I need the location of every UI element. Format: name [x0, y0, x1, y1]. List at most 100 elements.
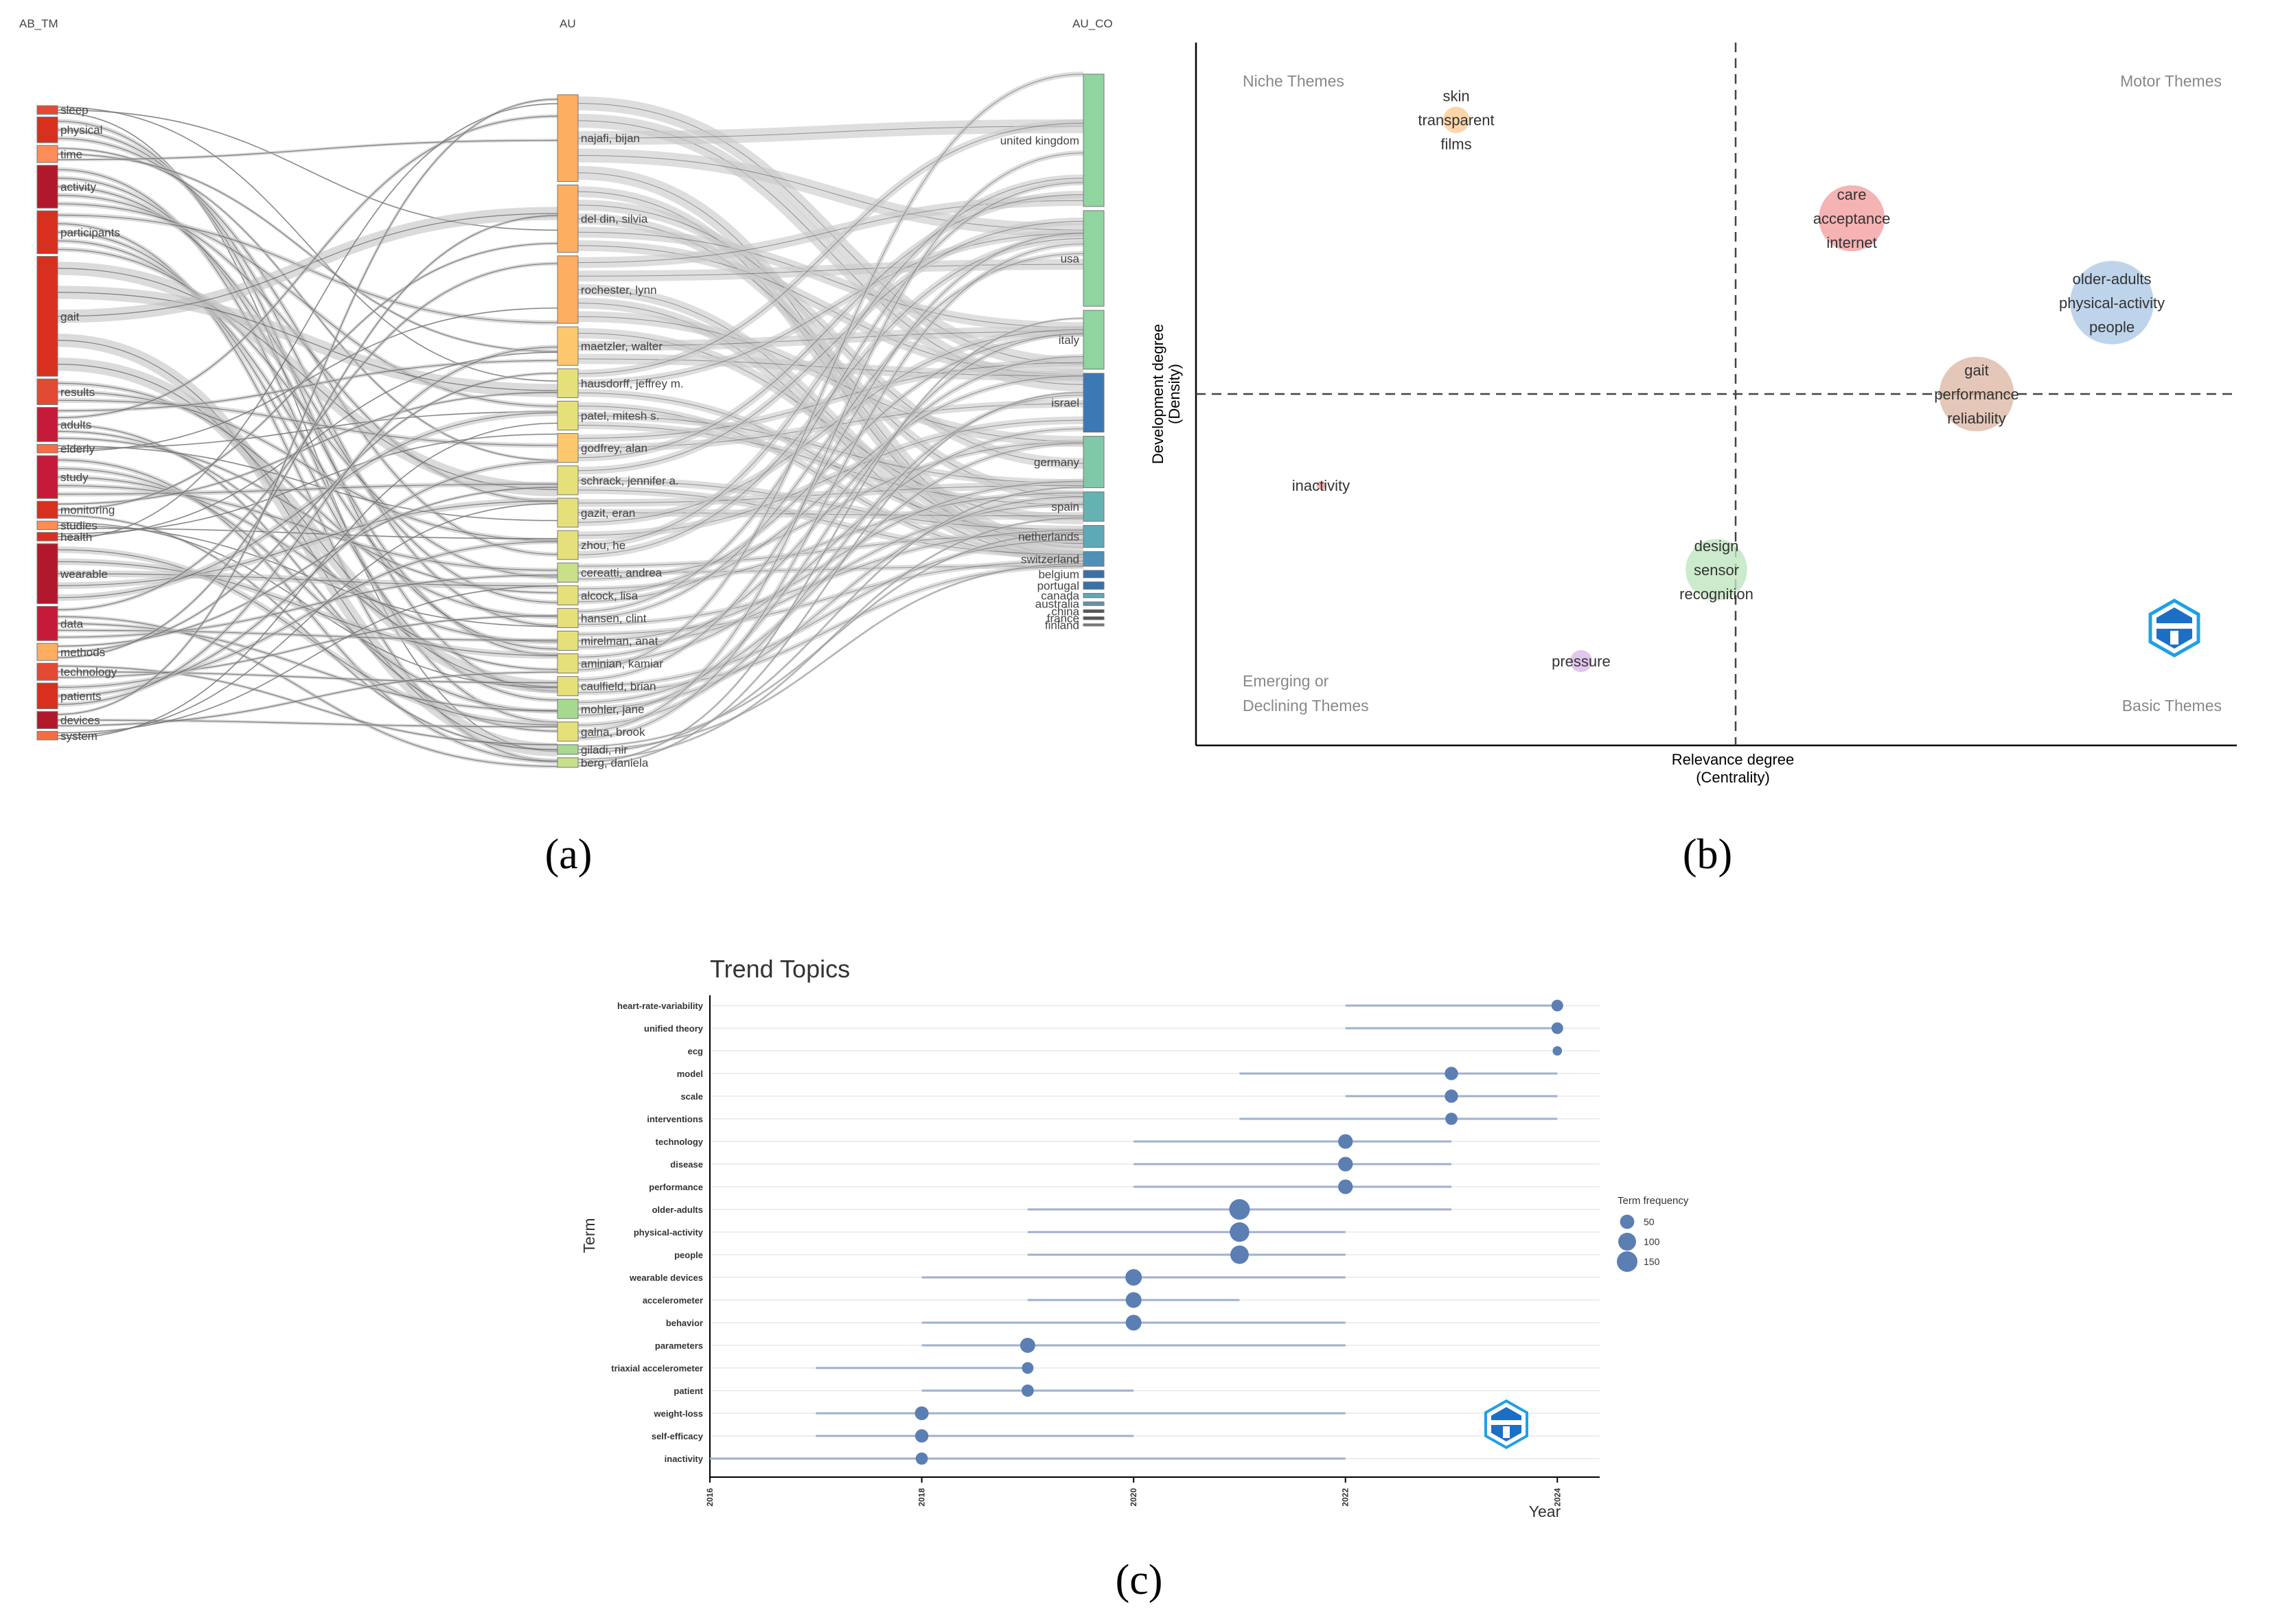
- sankey-link: [577, 148, 1084, 237]
- sankey-link: [577, 316, 1084, 764]
- sankey-link: [577, 243, 1084, 739]
- trend-topics-panel: Trend Topics heart-rate-variability unifi…: [580, 955, 1689, 1520]
- legend-label: 100: [1644, 1236, 1660, 1247]
- sankey-right-node: [1083, 524, 1105, 548]
- sankey-link: [57, 242, 558, 511]
- sankey-left-label: monitoring: [60, 504, 115, 517]
- quadrant-basic: Basic Themes: [2122, 697, 2222, 715]
- sankey-link: [57, 561, 558, 656]
- quadrant-emerging-2: Declining Themes: [1243, 697, 1369, 715]
- quadrant-motor: Motor Themes: [2120, 72, 2222, 90]
- trend-point: [1445, 1067, 1458, 1080]
- sankey-middle-label: caulfield, brian: [581, 680, 656, 693]
- trend-legend: 50 100 150: [1616, 1214, 1660, 1273]
- sankey-left-label: health: [60, 531, 92, 544]
- theme-label: design: [1694, 537, 1739, 555]
- sankey-link: [57, 615, 558, 678]
- sankey-right-label: france: [1047, 612, 1079, 625]
- trend-point: [1445, 1113, 1458, 1125]
- sankey-middle-node: [557, 465, 579, 496]
- sankey-right-label: portugal: [1037, 579, 1079, 592]
- sankey-middle-node: [557, 255, 579, 324]
- sankey-left-node: [36, 731, 58, 741]
- theme-label: gait: [1964, 362, 1988, 379]
- trend-term-label: physical-activity: [634, 1227, 704, 1238]
- sankey-left-node: [36, 407, 58, 442]
- sankey-link: [577, 119, 1084, 146]
- trend-term-label: self-efficacy: [652, 1431, 704, 1441]
- sankey-middle-node: [557, 585, 579, 605]
- sankey-right-label: netherlands: [1018, 531, 1079, 544]
- trend-point: [1021, 1384, 1034, 1397]
- sankey-left-node: [36, 711, 58, 730]
- trend-point: [1230, 1222, 1250, 1242]
- sankey-link: [577, 155, 1084, 231]
- sankey-nodes: sleep physical time activity participants gai…: [36, 73, 1105, 769]
- theme-label: performance: [1934, 386, 2019, 403]
- theme-bubble: [1442, 106, 1470, 133]
- theme-bubble: [1569, 650, 1592, 673]
- sankey-middle-node: [557, 498, 579, 528]
- trend-term-label: unified theory: [644, 1023, 704, 1034]
- sankey-middle-label: berg, daniela: [581, 756, 649, 769]
- sankey-link: [57, 665, 558, 745]
- sankey-middle-node: [557, 562, 579, 583]
- trend-term-label: model: [677, 1069, 703, 1079]
- trend-term-label: performance: [649, 1182, 703, 1192]
- sankey-link: [57, 623, 558, 712]
- sankey-left-label: patients: [60, 690, 102, 703]
- trend-x-tick-label: 2024: [1552, 1488, 1562, 1507]
- sankey-right-label: china: [1051, 605, 1079, 618]
- sankey-left-node: [36, 532, 58, 542]
- sankey-middle-label: giladi, nir: [581, 743, 628, 756]
- sankey-left-node: [36, 605, 58, 641]
- sankey-link: [57, 392, 558, 504]
- sankey-link: [577, 174, 1084, 549]
- trend-term-label: heart-rate-variability: [617, 1001, 704, 1011]
- theme-label: skin: [1442, 88, 1469, 105]
- sankey-link: [577, 241, 1084, 741]
- sankey-right-node: [1083, 373, 1105, 433]
- sankey-link: [57, 422, 558, 739]
- sankey-middle-label: mirelman, anat: [581, 634, 658, 647]
- sankey-link: [577, 71, 1084, 673]
- sankey-middle-node: [557, 530, 579, 560]
- sankey-left-node: [36, 500, 58, 519]
- trend-term-label: disease: [670, 1159, 703, 1170]
- sankey-middle-label: schrack, jennifer a.: [581, 474, 679, 487]
- sankey-left-label: studies: [60, 519, 97, 532]
- sankey-left-node: [36, 116, 58, 143]
- sankey-middle-label: cereatti, andrea: [581, 566, 663, 579]
- trend-term-label: people: [674, 1250, 703, 1260]
- sankey-link: [577, 331, 1084, 347]
- sankey-link: [57, 476, 558, 642]
- sankey-middle-node: [557, 607, 579, 628]
- sankey-right-label: canada: [1041, 590, 1079, 603]
- sankey-left-label: time: [60, 148, 82, 161]
- sankey-link: [577, 318, 1084, 763]
- sankey-middle-label: del din, silvia: [581, 213, 648, 226]
- sankey-link: [577, 227, 1084, 334]
- legend-circle: [1620, 1214, 1635, 1229]
- sankey-left-label: elderly: [60, 443, 95, 456]
- sankey-link: [577, 334, 1084, 596]
- x-axis-title-line2: (Centrality): [1696, 769, 1770, 786]
- sankey-middle-node: [557, 744, 579, 755]
- bibliometrix-logo-icon: [2148, 599, 2200, 658]
- trend-term-label: wearable devices: [629, 1273, 703, 1283]
- trend-point: [915, 1429, 929, 1443]
- sankey-left-node: [36, 165, 58, 209]
- sankey-link: [577, 230, 1084, 683]
- sankey-right-label: united kingdom: [1000, 134, 1079, 147]
- sankey-left-label: gait: [60, 310, 80, 323]
- theme-label: care: [1837, 186, 1867, 203]
- sankey-link: [57, 399, 558, 446]
- sankey-middle-label: gazit, eran: [581, 507, 635, 520]
- sankey-middle-label: patel, mitesh s.: [581, 410, 659, 423]
- theme-points: skin transparent films care acceptance intern…: [1292, 88, 2165, 673]
- thematic-map-panel: Niche Themes Motor Themes Emerging or De…: [1149, 43, 2237, 786]
- trend-title: Trend Topics: [710, 955, 850, 983]
- trend-point: [1551, 1022, 1563, 1034]
- theme-bubble: [1939, 356, 2014, 432]
- sankey-link: [57, 308, 558, 452]
